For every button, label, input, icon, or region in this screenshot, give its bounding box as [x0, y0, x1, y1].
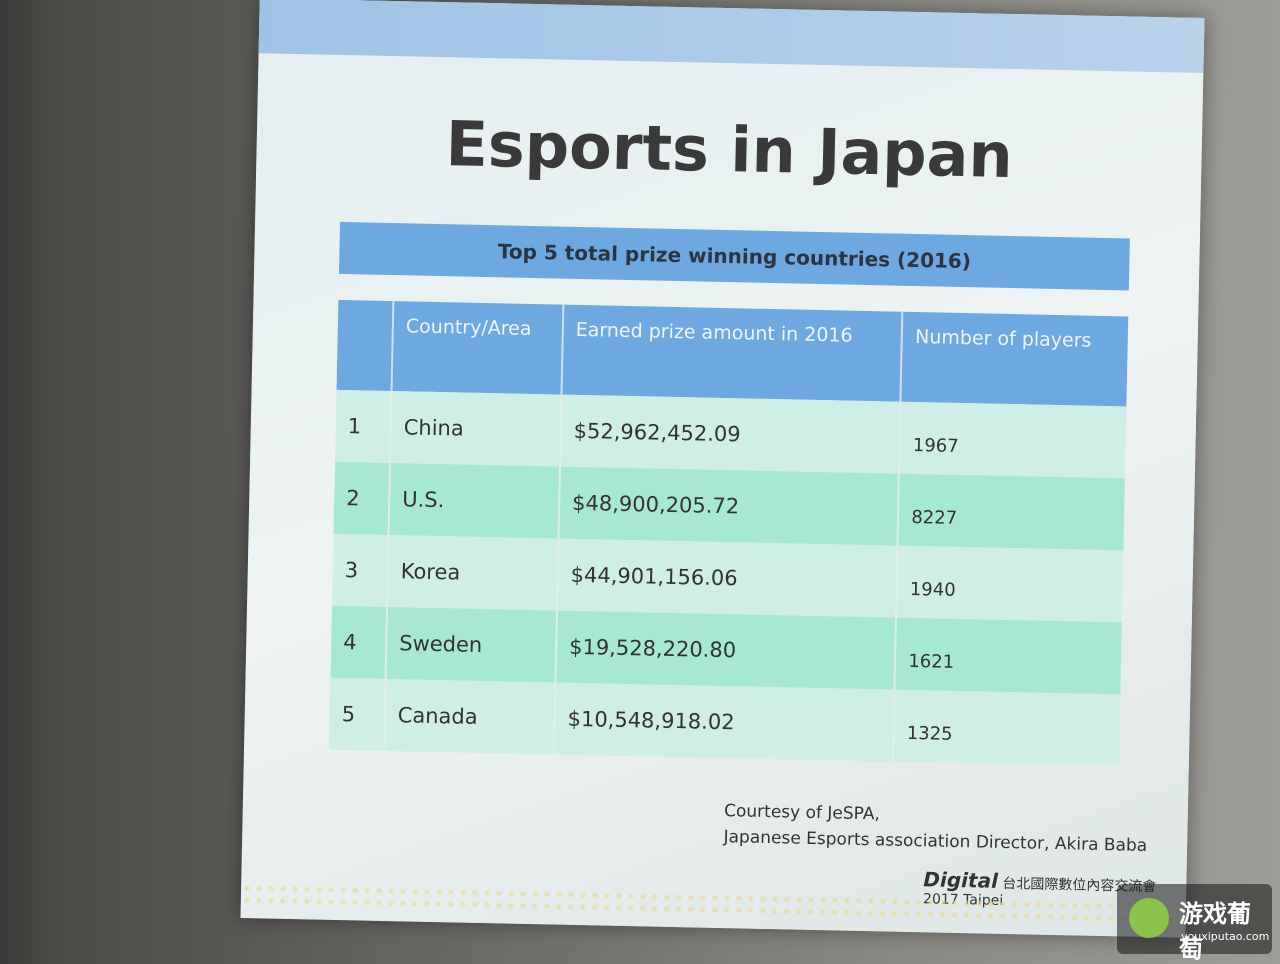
- watermark-name: 游戏葡萄: [1179, 900, 1251, 963]
- prize-amount: $19,528,220.80: [555, 610, 897, 690]
- players: 1325: [893, 689, 1121, 767]
- watermark: 游戏葡萄 youxiputao.com: [1117, 884, 1272, 963]
- table-caption: Top 5 total prize winning countries (201…: [338, 221, 1130, 291]
- prize-amount: $52,962,452.09: [559, 394, 901, 474]
- country: U.S.: [388, 463, 560, 539]
- players: 1967: [899, 401, 1127, 479]
- logo-name: Digital: [923, 867, 999, 893]
- players: 8227: [897, 473, 1125, 551]
- country: China: [390, 391, 562, 467]
- header-row: Country/Area Earned prize amount in 2016 N…: [336, 299, 1129, 407]
- country: Sweden: [385, 607, 557, 683]
- players: 1940: [896, 545, 1124, 623]
- rank-header: [336, 299, 394, 392]
- country: Canada: [383, 678, 556, 755]
- rank: 2: [333, 461, 391, 536]
- country: Korea: [387, 535, 559, 611]
- watermark-icon: [1129, 898, 1169, 938]
- players: 1621: [894, 617, 1122, 695]
- rank: 4: [330, 605, 388, 679]
- table-row: 5 Canada $10,548,918.02 1325: [329, 677, 1121, 767]
- table-body: 1 China $52,962,452.09 1967 2 U.S. $48,900,205…: [329, 389, 1127, 767]
- column-header: Number of players: [900, 311, 1129, 407]
- prize-amount: $10,548,918.02: [553, 682, 895, 762]
- column-header: Earned prize amount in 2016: [561, 304, 903, 402]
- watermark-url: youxiputao.com: [1181, 930, 1270, 943]
- prize-amount: $48,900,205.72: [558, 466, 900, 546]
- prize-amount: $44,901,156.06: [556, 538, 898, 618]
- slide-title: Esports in Japan: [444, 107, 1014, 193]
- slide: Esports in Japan Top 5 total prize winni…: [240, 0, 1205, 938]
- column-header: Country/Area: [391, 301, 564, 395]
- rank: 1: [335, 389, 392, 464]
- rank: 5: [329, 677, 386, 751]
- prize-table: Country/Area Earned prize amount in 2016 N…: [329, 299, 1129, 767]
- top-band: [258, 0, 1205, 73]
- credit: Courtesy of JeSPA, Japanese Esports asso…: [723, 798, 1148, 859]
- rank: 3: [332, 533, 389, 608]
